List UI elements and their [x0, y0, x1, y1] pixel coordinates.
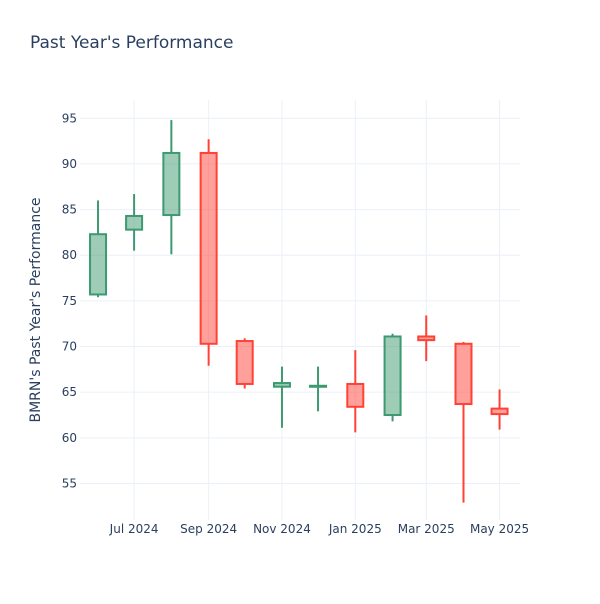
y-tick-label: 85 [62, 203, 77, 217]
y-tick-label: 65 [62, 385, 77, 399]
candle-body-increasing [383, 335, 402, 417]
candle-body-decreasing [490, 407, 509, 416]
candle-body-decreasing [235, 340, 254, 385]
x-tick-label: Nov 2024 [253, 522, 311, 536]
candle-body-decreasing [199, 151, 218, 345]
candle-body-increasing [89, 233, 108, 296]
candle-body-increasing [309, 384, 328, 388]
y-tick-label: 55 [62, 476, 77, 490]
candle-body-increasing [162, 151, 181, 217]
candle-body-decreasing [417, 335, 436, 342]
candle-body-increasing [272, 382, 291, 388]
chart-title: Past Year's Performance [30, 33, 234, 53]
y-tick-label: 70 [62, 340, 77, 354]
y-axis-title: BMRN's Past Year's Performance [28, 197, 44, 422]
y-tick-label: 80 [62, 248, 77, 262]
x-tick-label: Sep 2024 [180, 522, 237, 536]
x-tick-label: Mar 2025 [398, 522, 455, 536]
x-tick-label: May 2025 [470, 522, 529, 536]
y-tick-label: 60 [62, 431, 77, 445]
candle-body-increasing [125, 214, 144, 231]
y-tick-label: 75 [62, 294, 77, 308]
x-tick-label: Jan 2025 [328, 522, 382, 536]
candle-body-decreasing [454, 342, 473, 406]
x-tick-label: Jul 2024 [109, 522, 159, 536]
y-tick-label: 90 [62, 157, 77, 171]
candle-body-decreasing [346, 382, 365, 408]
y-tick-label: 95 [62, 111, 77, 125]
